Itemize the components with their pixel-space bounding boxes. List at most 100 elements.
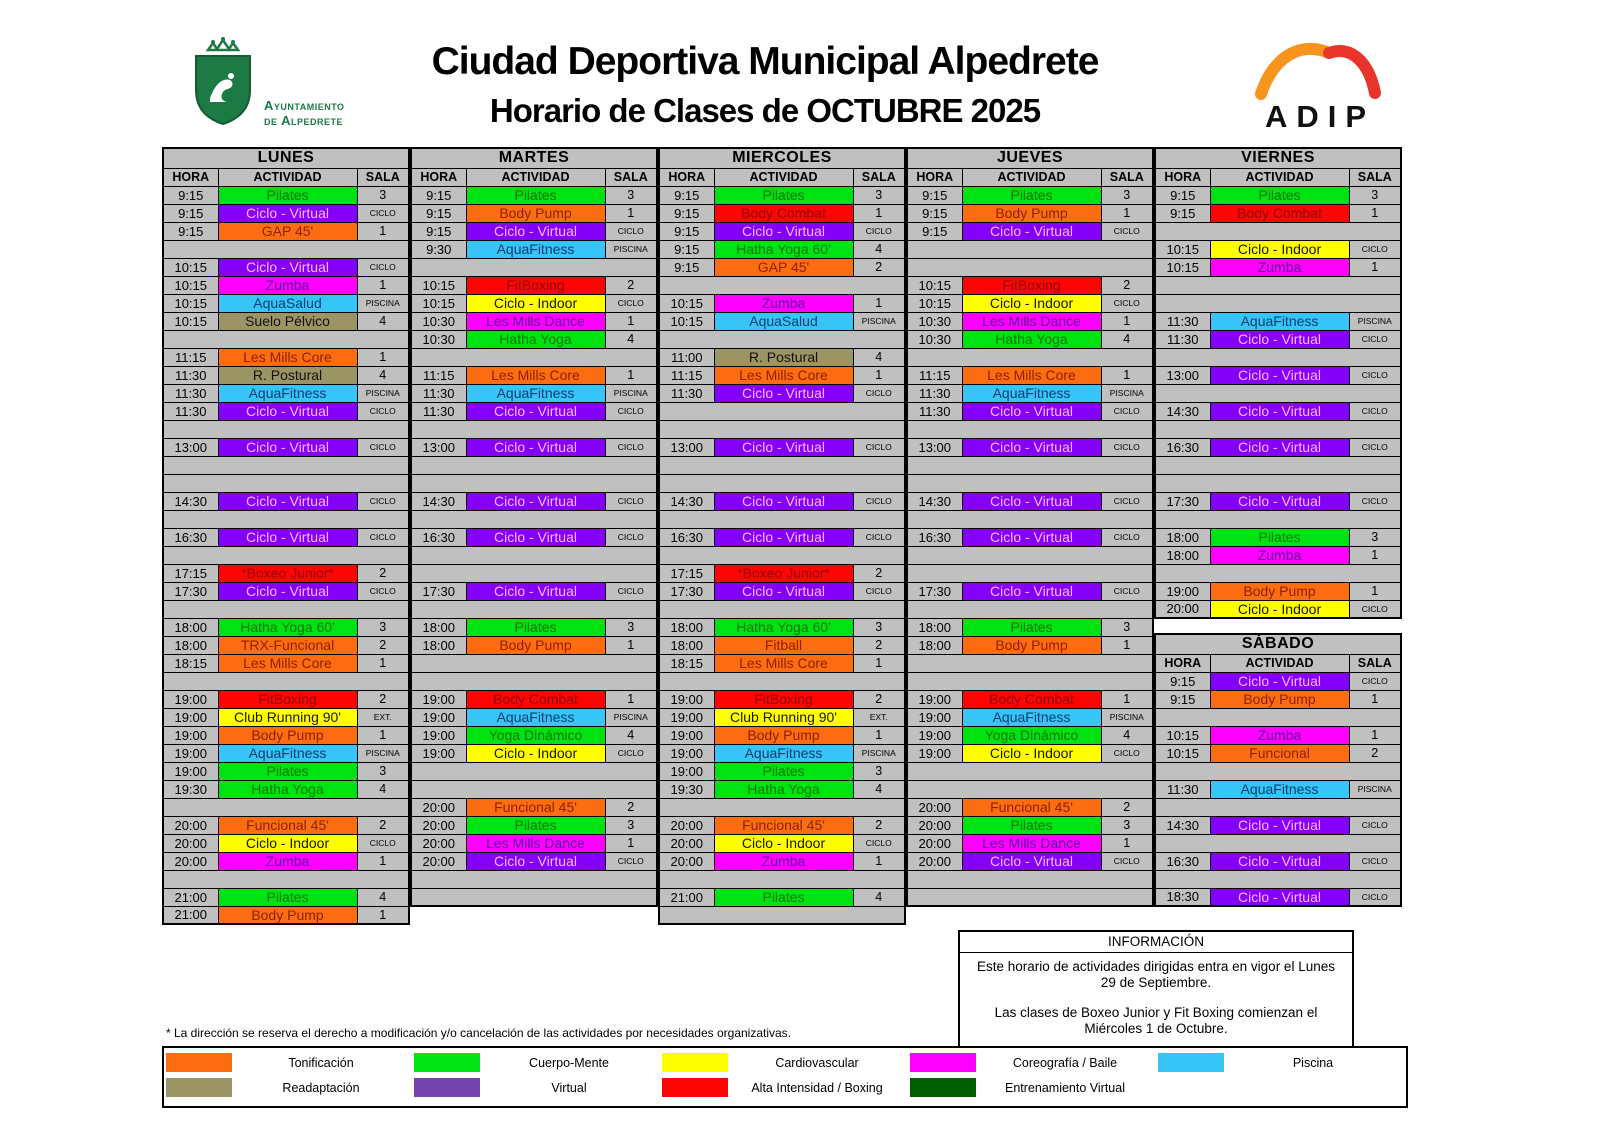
time-cell: 10:15 bbox=[162, 275, 219, 295]
room-cell: CICLO bbox=[356, 437, 410, 457]
activity-cell: AquaFitness bbox=[217, 383, 358, 403]
class-row: 9:15 GAP 45' 2 bbox=[658, 257, 906, 277]
class-row: 10:15 FitBoxing 2 bbox=[410, 275, 658, 295]
class-row: 9:15 Pilates 3 bbox=[162, 185, 410, 205]
room-cell: CICLO bbox=[604, 743, 658, 763]
room-cell: 1 bbox=[1100, 365, 1154, 385]
activity-cell: AquaFitness bbox=[961, 383, 1102, 403]
room-cell: CICLO bbox=[1348, 239, 1402, 259]
time-cell: 17:30 bbox=[906, 581, 963, 601]
time-cell: 10:15 bbox=[1154, 725, 1211, 745]
legend-item: Piscina bbox=[1156, 1053, 1404, 1073]
activity-cell: Ciclo - Virtual bbox=[1209, 365, 1350, 385]
empty-cell bbox=[659, 419, 905, 439]
empty-cell bbox=[411, 257, 657, 277]
class-row: 11:30 Ciclo - Virtual CICLO bbox=[906, 401, 1154, 421]
class-row: 11:30 Ciclo - Virtual CICLO bbox=[658, 383, 906, 403]
activity-cell: Ciclo - Indoor bbox=[961, 293, 1102, 313]
time-cell: 19:00 bbox=[162, 689, 219, 709]
activity-cell: Les Mills Dance bbox=[465, 833, 606, 853]
class-row: 10:15 FitBoxing 2 bbox=[906, 275, 1154, 295]
class-row: 18:00 Hatha Yoga 60' 3 bbox=[658, 617, 906, 637]
activity-cell: Pilates bbox=[465, 815, 606, 835]
activity-cell: Ciclo - Indoor bbox=[961, 743, 1102, 763]
time-cell: 9:15 bbox=[162, 203, 219, 223]
empty-cell bbox=[659, 599, 905, 619]
empty-cell bbox=[659, 473, 905, 493]
time-cell: 16:30 bbox=[1154, 437, 1211, 457]
time-cell: 10:15 bbox=[1154, 239, 1211, 259]
room-cell: PISCINA bbox=[604, 383, 658, 403]
empty-row bbox=[907, 257, 1154, 277]
class-row: 10:15 AquaSalud PISCINA bbox=[162, 293, 410, 313]
time-cell: 9:15 bbox=[658, 203, 715, 223]
time-cell: 14:30 bbox=[410, 491, 467, 511]
day-header-row: VIERNES bbox=[1154, 147, 1402, 169]
class-row: 20:00 Funcional 45' 2 bbox=[906, 797, 1154, 817]
activity-cell: Les Mills Dance bbox=[961, 833, 1102, 853]
empty-row bbox=[907, 887, 1154, 907]
column-header-row: HORA ACTIVIDAD SALA bbox=[658, 167, 906, 187]
time-cell: 11:30 bbox=[162, 401, 219, 421]
empty-row bbox=[163, 473, 409, 493]
column-header-row: HORA ACTIVIDAD SALA bbox=[162, 167, 410, 187]
class-row: 16:30 Ciclo - Virtual CICLO bbox=[1154, 851, 1402, 871]
room-cell: 4 bbox=[604, 329, 658, 349]
info-box: INFORMACIÓN Este horario de actividades … bbox=[958, 930, 1354, 1048]
activity-cell: Les Mills Dance bbox=[465, 311, 606, 331]
room-cell: CICLO bbox=[1348, 437, 1402, 457]
time-cell: 19:00 bbox=[410, 725, 467, 745]
class-row: 10:15 Ciclo - Indoor CICLO bbox=[906, 293, 1154, 313]
activity-cell: Ciclo - Virtual bbox=[465, 401, 606, 421]
class-row: 19:00 Pilates 3 bbox=[162, 761, 410, 781]
room-cell: 2 bbox=[356, 635, 410, 655]
empty-row bbox=[1155, 563, 1401, 583]
column-header-actividad: ACTIVIDAD bbox=[217, 167, 358, 187]
class-row: 9:15 Ciclo - Virtual CICLO bbox=[906, 221, 1154, 241]
empty-cell bbox=[411, 779, 657, 799]
class-row: 21:00 Body Pump 1 bbox=[162, 905, 410, 925]
class-row: 19:00 AquaFitness PISCINA bbox=[410, 707, 658, 727]
empty-cell bbox=[1155, 347, 1401, 367]
activity-cell: Pilates bbox=[1209, 185, 1350, 205]
room-cell: PISCINA bbox=[1348, 779, 1402, 799]
time-cell: 20:00 bbox=[906, 797, 963, 817]
room-cell: CICLO bbox=[852, 833, 906, 853]
time-cell: 11:30 bbox=[1154, 311, 1211, 331]
class-row: 19:00 Club Running 90' EXT. bbox=[162, 707, 410, 727]
class-row: 20:00 Les Mills Dance 1 bbox=[410, 833, 658, 853]
empty-cell bbox=[411, 599, 657, 619]
room-cell: CICLO bbox=[356, 581, 410, 601]
empty-cell bbox=[163, 509, 409, 529]
room-cell: 4 bbox=[356, 887, 410, 907]
adip-brand-text: ADIP bbox=[1264, 99, 1376, 134]
empty-cell bbox=[907, 419, 1154, 439]
class-row: 10:15 Ciclo - Indoor CICLO bbox=[1154, 239, 1402, 259]
legend-label: Cuerpo-Mente bbox=[529, 1056, 609, 1070]
day-column-jueves: JUEVES HORA ACTIVIDAD SALA 9:15 Pilates 3 9:15 B… bbox=[906, 147, 1155, 907]
empty-row bbox=[907, 761, 1154, 781]
activity-cell: Ciclo - Virtual bbox=[465, 581, 606, 601]
class-row: 9:15 Body Pump 1 bbox=[1154, 689, 1402, 709]
room-cell: EXT. bbox=[852, 707, 906, 727]
day-name: VIERNES bbox=[1154, 147, 1402, 169]
time-cell: 10:15 bbox=[658, 311, 715, 331]
activity-cell: Ciclo - Virtual bbox=[1209, 815, 1350, 835]
room-cell: 1 bbox=[852, 851, 906, 871]
class-row: 11:15 Les Mills Core 1 bbox=[906, 365, 1154, 385]
empty-row bbox=[163, 329, 409, 349]
legend-item: Virtual bbox=[412, 1078, 660, 1098]
empty-row bbox=[163, 509, 409, 529]
empty-cell bbox=[907, 599, 1154, 619]
time-cell: 18:00 bbox=[658, 617, 715, 637]
class-row: 19:00 Yoga Dinámico 4 bbox=[906, 725, 1154, 745]
time-cell: 10:15 bbox=[162, 311, 219, 331]
legend-label: Tonificación bbox=[288, 1056, 354, 1070]
empty-cell bbox=[659, 671, 905, 691]
room-cell: 4 bbox=[356, 365, 410, 385]
empty-row bbox=[411, 347, 657, 367]
class-row: 20:00 Ciclo - Indoor CICLO bbox=[162, 833, 410, 853]
empty-cell bbox=[1155, 563, 1401, 583]
activity-cell: Body Pump bbox=[217, 725, 358, 745]
room-cell: 1 bbox=[1100, 635, 1154, 655]
